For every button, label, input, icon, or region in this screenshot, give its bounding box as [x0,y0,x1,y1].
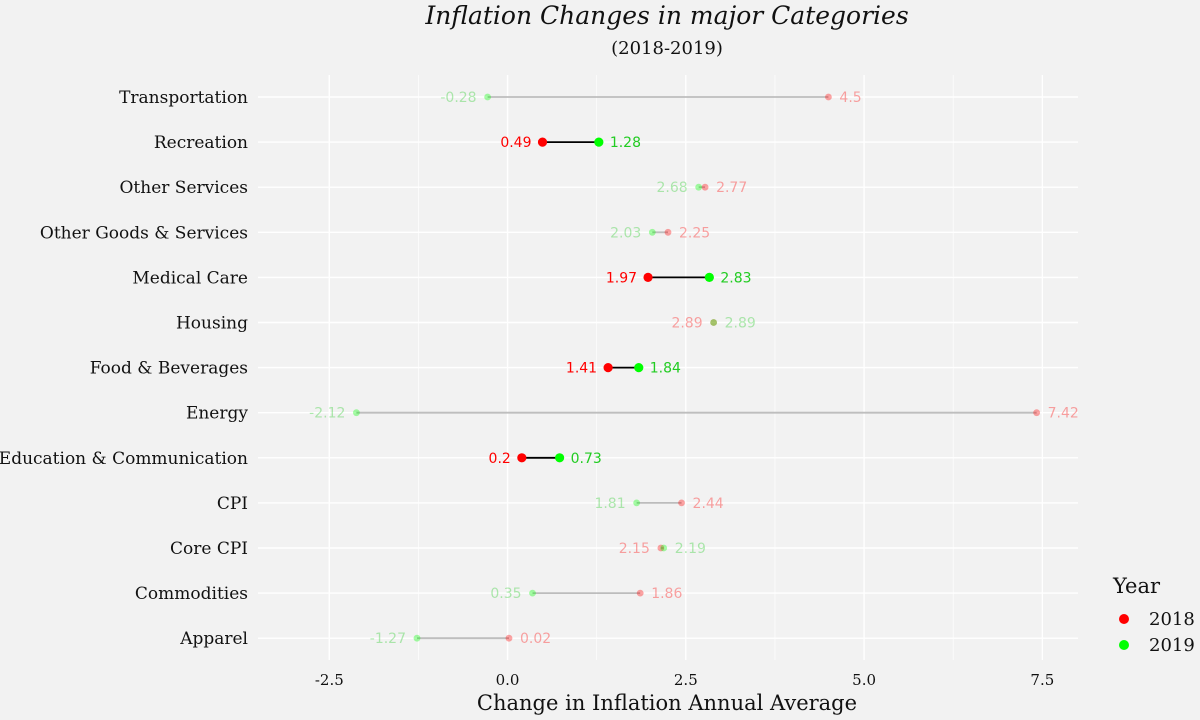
point-2019 [660,544,668,552]
point-2019 [413,634,421,642]
value-label-2019: 1.28 [610,135,641,151]
value-label-2019: 2.89 [725,316,756,332]
dumbbell-marks: 4.5 -0.28 0.49 1.28 2.77 2.68 2.25 2.03 1.97 2.83… [309,90,1079,647]
point-2018 [825,93,832,101]
x-tick-label: 2.5 [674,671,698,689]
legend-marker-2019 [1119,640,1129,650]
point-2018 [517,453,527,463]
category-labels: Transportation Recreation Other Services Ot… [0,88,248,649]
legend-title: Year [1112,574,1161,598]
value-label-2019: 1.81 [594,496,625,512]
x-tick-label: -2.5 [315,671,344,689]
value-label-2018: 4.5 [839,90,861,106]
category-label: Education & Communication [0,449,248,469]
point-2019 [594,137,604,147]
point-2018 [537,137,548,147]
point-2019 [529,589,536,597]
point-2018 [710,319,718,326]
value-label-2018: 2.77 [716,180,747,196]
value-label-2019: -0.28 [440,90,476,106]
point-2018 [701,183,709,191]
value-label-2018: 0.2 [489,451,511,467]
point-2018 [1033,409,1041,417]
value-label-2018: 7.42 [1048,406,1079,422]
value-label-2019: 1.84 [650,361,681,377]
value-label-2019: 0.73 [571,451,602,467]
category-label: CPI [217,494,248,514]
point-2019 [353,409,360,417]
category-label: Apparel [179,629,248,649]
value-label-2019: 0.35 [490,586,521,602]
category-label: Core CPI [170,539,248,559]
point-2018 [664,228,672,236]
x-tick-label: 5.0 [852,671,876,689]
value-label-2018: 1.41 [566,361,597,377]
chart-subtitle: (2018-2019) [611,38,723,59]
legend-marker-2018 [1119,614,1129,624]
x-tick-label: 0.0 [496,671,520,689]
value-label-2019: 2.83 [720,270,751,286]
chart-title: Inflation Changes in major Categories [424,1,908,30]
category-label: Other Goods & Services [40,223,248,243]
value-label-2018: 1.97 [606,270,637,286]
point-2018 [603,363,613,373]
value-label-2019: 2.68 [656,180,687,196]
point-2019 [695,183,703,191]
point-2019 [710,319,718,326]
point-2019 [555,453,565,463]
point-2018 [636,589,644,597]
point-2018 [657,544,665,552]
value-label-2018: 2.25 [679,225,710,241]
point-2019 [633,499,641,507]
category-label: Medical Care [132,268,248,288]
category-label: Commodities [135,584,248,604]
point-2019 [634,363,644,373]
point-2019 [704,272,714,282]
legend-label-2019: 2019 [1149,635,1195,656]
value-label-2018: 1.86 [651,586,682,602]
point-2018 [505,634,513,642]
value-label-2019: 2.19 [675,541,706,557]
category-label: Energy [186,404,248,424]
category-label: Other Services [120,178,249,198]
x-tick-label: 7.5 [1030,671,1054,689]
value-label-2019: -1.27 [370,631,406,647]
value-label-2018: 2.15 [619,541,650,557]
value-label-2018: 0.49 [500,135,531,151]
point-2019 [648,228,656,236]
category-label: Food & Beverages [90,359,248,379]
value-label-2018: 0.02 [520,631,551,647]
category-label: Transportation [119,88,248,108]
value-label-2018: 2.44 [693,496,724,512]
point-2019 [484,93,491,101]
x-axis-ticks: -2.5 0.0 2.5 5.0 7.5 [315,671,1054,689]
category-label: Recreation [154,133,248,153]
category-label: Housing [176,314,248,334]
value-label-2019: 2.03 [610,225,641,241]
point-2018 [643,272,653,282]
x-axis-label: Change in Inflation Annual Average [477,691,857,715]
legend-label-2018: 2018 [1149,609,1195,630]
value-label-2018: 2.89 [671,316,702,332]
value-label-2019: -2.12 [309,406,345,422]
legend: Year 2018 2019 [1112,574,1195,656]
point-2018 [678,499,685,507]
